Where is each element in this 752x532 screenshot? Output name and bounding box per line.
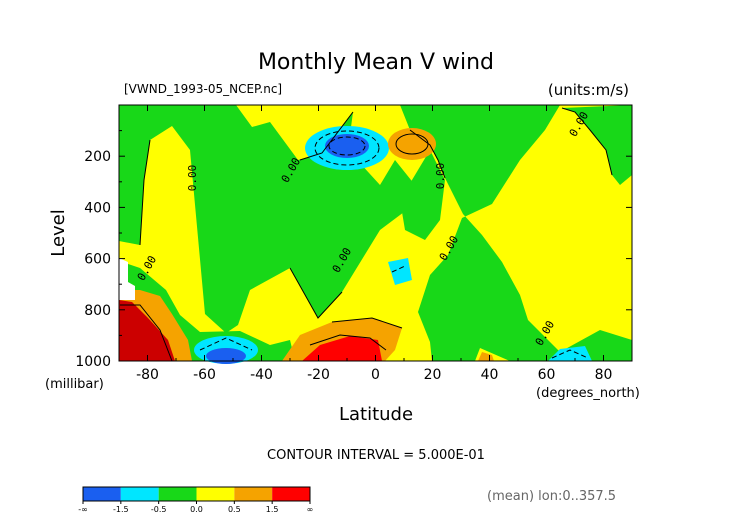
- x-tick-label: 0: [371, 367, 380, 383]
- x-axis-label: Latitude: [339, 404, 413, 425]
- contour-lines: [120, 107, 613, 362]
- red-region-south: [119, 300, 175, 361]
- y-axis-label: Level: [48, 209, 69, 257]
- negative-contours: [199, 130, 589, 359]
- red-region-lower: [302, 336, 382, 361]
- contour-interval-label: CONTOUR INTERVAL = 5.000E-01: [267, 448, 485, 463]
- x-tick-label: 20: [424, 367, 442, 383]
- orange-region-upper: [388, 128, 436, 160]
- colorbar: -∞ -1.5 -0.5 0.0 0.5 1.5 ∞: [78, 486, 314, 514]
- x-tick-label: 40: [481, 367, 499, 383]
- y-tick-label: 800: [84, 303, 111, 319]
- colorbar-label: -1.5: [113, 505, 129, 514]
- green-region-spine: [400, 150, 445, 240]
- chart-title: Monthly Mean V wind: [258, 50, 494, 75]
- x-tick-label: -40: [250, 367, 273, 383]
- y-tick-label: 200: [84, 149, 111, 165]
- colorbar-swatch: [120, 487, 159, 501]
- y-tick-label: 600: [84, 252, 111, 268]
- y-units-label: (millibar): [45, 377, 104, 392]
- colorbar-swatch: [234, 487, 273, 501]
- colorbar-label: 0.5: [228, 505, 241, 514]
- y-tick-label: 400: [84, 200, 111, 216]
- x-units-label: (degrees_north): [536, 386, 640, 401]
- colorbar-swatch: [196, 487, 235, 501]
- x-tick-label: 80: [595, 367, 613, 383]
- x-tick-label: -60: [193, 367, 216, 383]
- green-region-north: [400, 105, 632, 361]
- colorbar-label: 1.5: [266, 505, 279, 514]
- zero-contour-label: 0.00: [434, 163, 447, 190]
- missing-data-area: [119, 258, 135, 300]
- mean-note: (mean) lon:0..357.5: [487, 489, 616, 504]
- colorbar-label: -∞: [78, 505, 88, 514]
- x-axis-ticks: -80 -60 -40 -20 0 20 40 60 80: [118, 105, 633, 383]
- blue-region-upper: [325, 134, 369, 158]
- colorbar-label: ∞: [307, 505, 314, 514]
- x-tick-label: -20: [307, 367, 330, 383]
- blue-region-south: [206, 348, 246, 364]
- colorbar-label: -0.5: [151, 505, 167, 514]
- green-region-pole: [562, 105, 632, 185]
- x-tick-label: 60: [538, 367, 556, 383]
- zero-contour-label: 0.00: [186, 165, 199, 192]
- units-label: (units:m/s): [548, 81, 629, 99]
- plot-area: 0.00 0.00 0.000.000.000.000.000.00: [118, 104, 633, 364]
- colorbar-swatch: [83, 487, 121, 501]
- y-axis-ticks: 200 400 600 800 1000: [75, 130, 632, 370]
- colorbar-swatch: [158, 487, 197, 501]
- colorbar-swatch: [272, 487, 310, 501]
- file-label: [VWND_1993-05_NCEP.nc]: [124, 82, 282, 96]
- y-tick-label: 1000: [75, 354, 111, 370]
- colorbar-label: 0.0: [190, 505, 203, 514]
- cyan-region-north: [548, 346, 592, 361]
- x-tick-label: -80: [136, 367, 159, 383]
- cyan-region-mid: [388, 258, 412, 285]
